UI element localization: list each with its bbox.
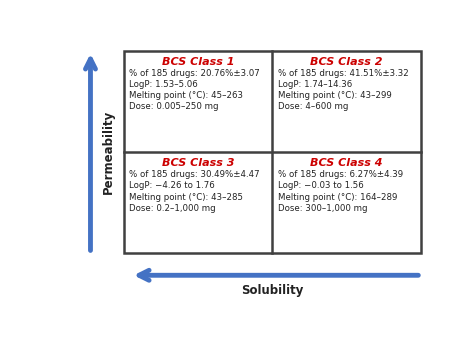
Text: Dose: 300–1,000 mg: Dose: 300–1,000 mg bbox=[278, 204, 368, 213]
Text: Dose: 4–600 mg: Dose: 4–600 mg bbox=[278, 102, 348, 112]
Text: BCS Class 3: BCS Class 3 bbox=[162, 158, 234, 168]
Bar bbox=[124, 51, 421, 253]
Text: % of 185 drugs: 6.27%±4.39: % of 185 drugs: 6.27%±4.39 bbox=[278, 170, 403, 179]
Text: Solubility: Solubility bbox=[241, 284, 303, 297]
Text: % of 185 drugs: 20.76%±3.07: % of 185 drugs: 20.76%±3.07 bbox=[129, 69, 260, 78]
Text: % of 185 drugs: 41.51%±3.32: % of 185 drugs: 41.51%±3.32 bbox=[278, 69, 409, 78]
Text: Melting point (°C): 43–299: Melting point (°C): 43–299 bbox=[278, 91, 392, 100]
Text: Melting point (°C): 164–289: Melting point (°C): 164–289 bbox=[278, 192, 398, 202]
Text: BCS Class 1: BCS Class 1 bbox=[162, 57, 234, 66]
Text: Dose: 0.2–1,000 mg: Dose: 0.2–1,000 mg bbox=[129, 204, 216, 213]
Text: BCS Class 4: BCS Class 4 bbox=[310, 158, 383, 168]
Text: LogP: −0.03 to 1.56: LogP: −0.03 to 1.56 bbox=[278, 181, 364, 190]
Text: LogP: −4.26 to 1.76: LogP: −4.26 to 1.76 bbox=[129, 181, 215, 190]
Text: LogP: 1.53–5.06: LogP: 1.53–5.06 bbox=[129, 80, 198, 89]
Text: BCS Class 2: BCS Class 2 bbox=[310, 57, 383, 66]
Text: Dose: 0.005–250 mg: Dose: 0.005–250 mg bbox=[129, 102, 219, 112]
Text: % of 185 drugs: 30.49%±4.47: % of 185 drugs: 30.49%±4.47 bbox=[129, 170, 260, 179]
Text: Melting point (°C): 45–263: Melting point (°C): 45–263 bbox=[129, 91, 244, 100]
Text: Melting point (°C): 43–285: Melting point (°C): 43–285 bbox=[129, 192, 244, 202]
Text: LogP: 1.74–14.36: LogP: 1.74–14.36 bbox=[278, 80, 353, 89]
Text: Permeability: Permeability bbox=[102, 110, 115, 194]
